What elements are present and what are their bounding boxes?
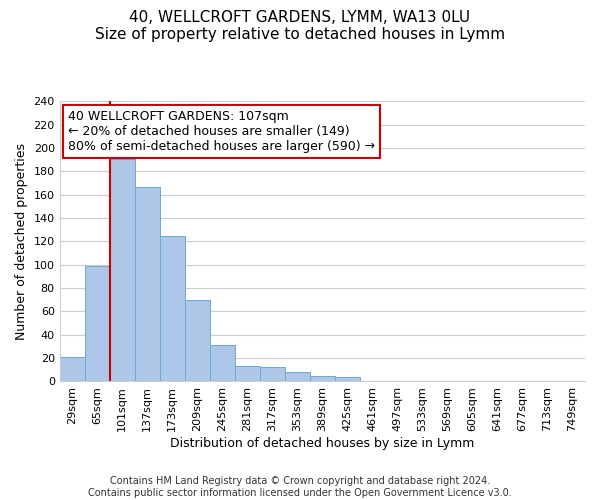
Bar [310, 376, 335, 382]
Y-axis label: Number of detached properties: Number of detached properties [15, 143, 28, 340]
Text: 40 WELLCROFT GARDENS: 107sqm
← 20% of detached houses are smaller (149)
80% of s: 40 WELLCROFT GARDENS: 107sqm ← 20% of de… [68, 110, 374, 153]
Bar [110, 158, 135, 382]
Bar [185, 300, 210, 382]
Bar [335, 377, 360, 382]
Bar [59, 357, 85, 382]
Bar [85, 266, 110, 382]
Bar [210, 346, 235, 382]
Bar [285, 372, 310, 382]
Text: 40, WELLCROFT GARDENS, LYMM, WA13 0LU
Size of property relative to detached hous: 40, WELLCROFT GARDENS, LYMM, WA13 0LU Si… [95, 10, 505, 42]
Bar [160, 236, 185, 382]
Text: Contains HM Land Registry data © Crown copyright and database right 2024.
Contai: Contains HM Land Registry data © Crown c… [88, 476, 512, 498]
Bar [260, 368, 285, 382]
Bar [235, 366, 260, 382]
X-axis label: Distribution of detached houses by size in Lymm: Distribution of detached houses by size … [170, 437, 475, 450]
Bar [135, 186, 160, 382]
